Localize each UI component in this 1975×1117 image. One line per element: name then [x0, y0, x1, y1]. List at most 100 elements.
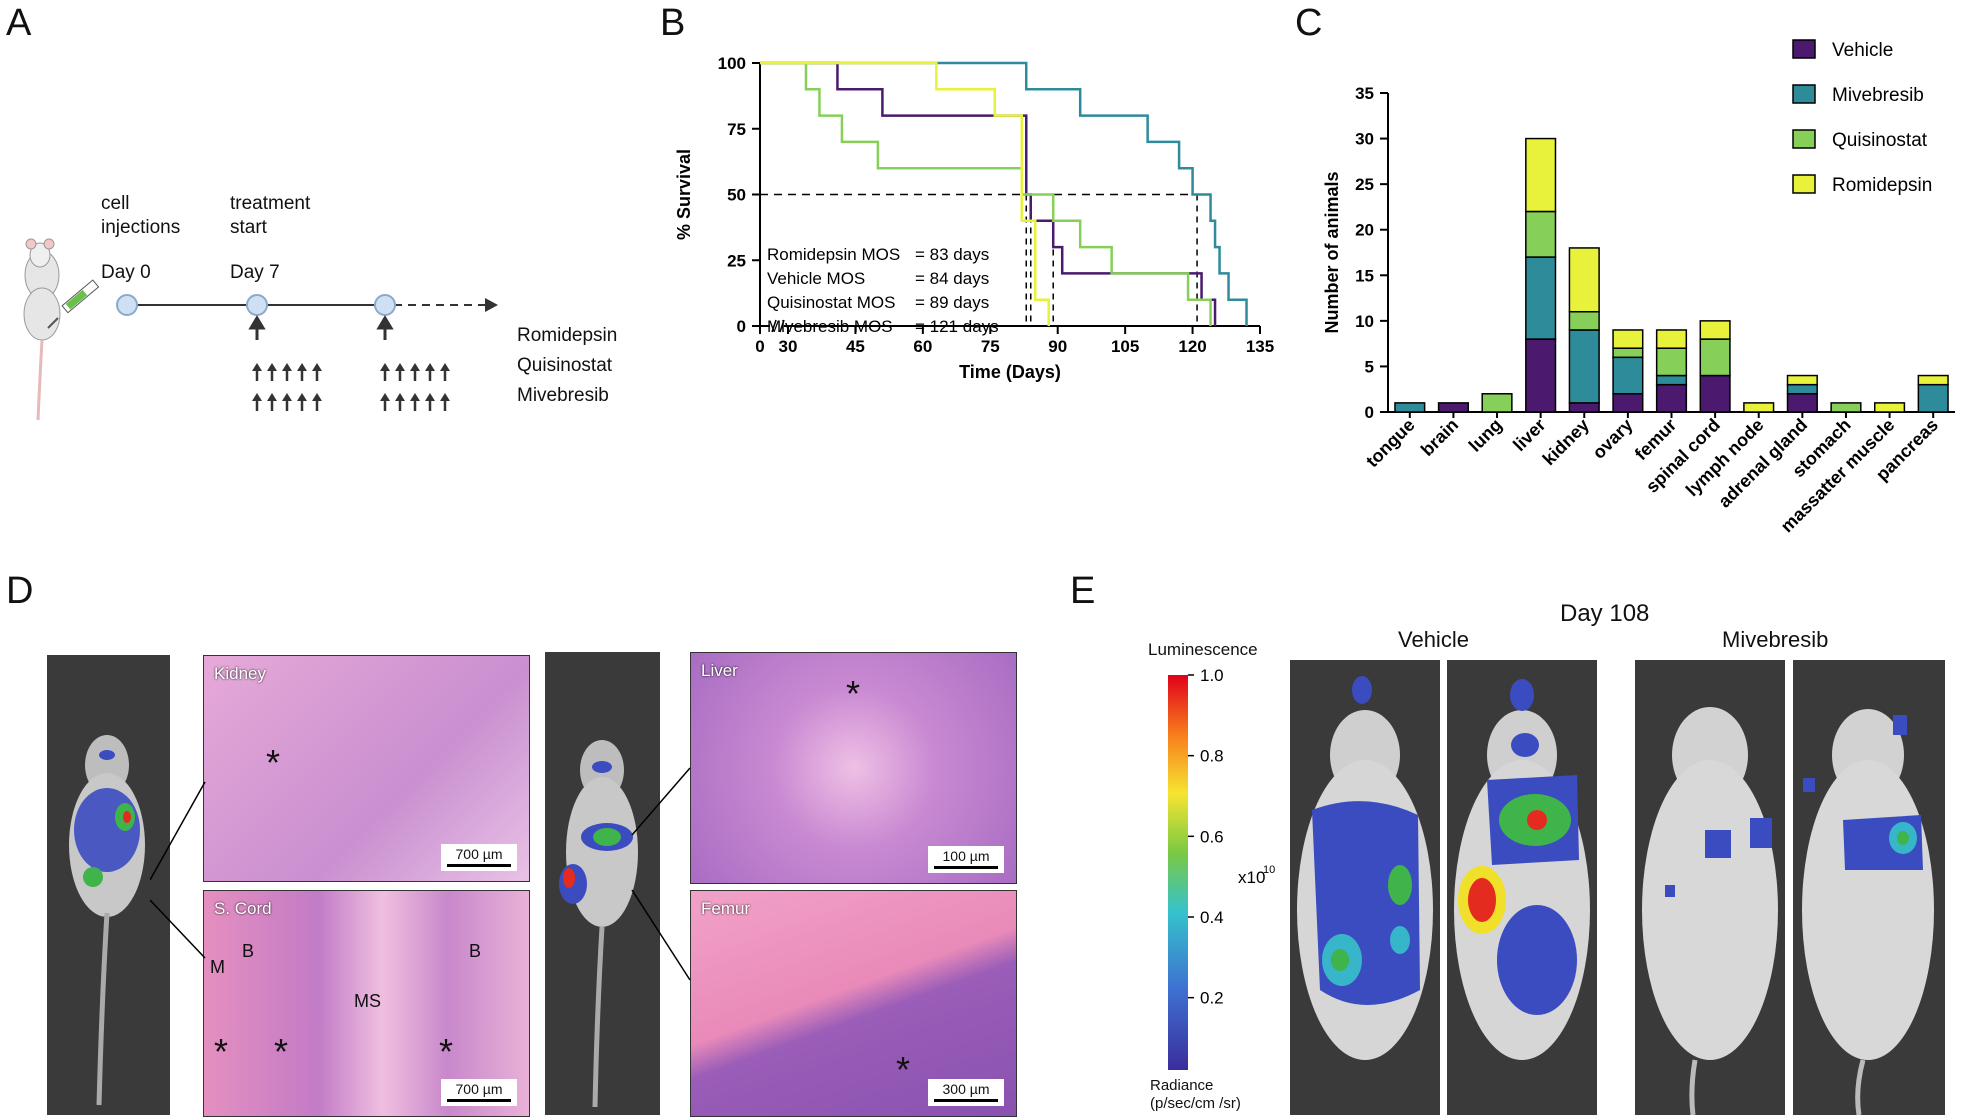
dose-arrowhead — [380, 393, 390, 401]
mos-value-label: = 84 days — [915, 269, 989, 288]
axis-break — [779, 319, 785, 333]
dose-arrowhead — [282, 393, 292, 401]
mivebresib-mouse-1 — [1635, 660, 1785, 1115]
dose-arrowhead — [440, 393, 450, 401]
vehicle-group-label: Vehicle — [1398, 627, 1469, 652]
day0-marker — [116, 294, 138, 316]
y-tick-label: 15 — [1355, 266, 1374, 285]
x-tick-label: 45 — [846, 337, 865, 356]
y-tick-label: 50 — [727, 186, 746, 205]
bar-romidepsin — [1525, 137, 1557, 213]
bar-quisinostat — [1612, 347, 1644, 359]
scord-scale: 700 µm — [441, 1079, 517, 1106]
survival-line-mivebresib — [760, 61, 1248, 326]
legend-label-vehicle: Vehicle — [1832, 40, 1893, 61]
drug-romidepsin: Romidepsin — [517, 325, 618, 346]
bar-quisinostat — [1699, 338, 1731, 377]
mos-drug-label: Quisinostat MOS — [767, 293, 896, 312]
y-tick-label: 0 — [737, 317, 746, 336]
day7-label: Day 7 — [230, 262, 280, 283]
syringe-icon — [47, 279, 100, 329]
bar-mivebresib — [1786, 383, 1818, 395]
dose-arrowhead — [267, 363, 277, 371]
legend-label-quisinostat: Quisinostat — [1832, 130, 1928, 151]
dose-arrowhead — [297, 393, 307, 401]
cell-injections-label: cell injections — [101, 193, 181, 238]
dose-arrowhead — [312, 393, 322, 401]
dose-arrowhead — [425, 393, 435, 401]
dose-arrowhead — [297, 363, 307, 371]
legend-swatch-romidepsin — [1792, 174, 1816, 194]
bar-mivebresib — [1917, 383, 1949, 413]
scord-asterisk-2: * — [274, 1031, 289, 1072]
dose-arrowhead — [252, 363, 262, 371]
x-tick-label: 90 — [1048, 337, 1067, 356]
dose-arrowhead — [282, 363, 292, 371]
bar-romidepsin — [1917, 374, 1949, 386]
colorbar-exponent-power: 10 — [1263, 864, 1275, 876]
bar-romidepsin — [1699, 320, 1731, 340]
y-axis-title: Number of animals — [1322, 171, 1342, 333]
x-tick-label: 0 — [755, 337, 764, 356]
bar-romidepsin — [1743, 402, 1775, 413]
mos-value-label: = 89 days — [915, 293, 989, 312]
colorbar-tick-label: 0.8 — [1200, 747, 1224, 766]
bar-vehicle — [1568, 402, 1600, 413]
bar-quisinostat — [1655, 347, 1688, 377]
colorbar-gradient — [1168, 675, 1188, 1070]
panel-label-c: C — [1295, 2, 1323, 44]
panel-label-d: D — [6, 570, 34, 612]
treatment-timeline: cell injections treatment start Day 0 Da… — [0, 180, 640, 440]
panel-label-a: A — [6, 2, 32, 44]
kidney-asterisk: * — [266, 742, 281, 783]
bar-mivebresib — [1655, 374, 1688, 386]
bar-vehicle — [1786, 393, 1818, 413]
bar-quisinostat — [1830, 402, 1862, 413]
scord-m-label: M — [210, 957, 225, 977]
dose-arrows — [248, 315, 394, 340]
mouse-image-right — [545, 652, 660, 1115]
legend-swatch-vehicle — [1792, 39, 1816, 59]
panel-label-e: E — [1070, 570, 1096, 612]
colorbar-tick-label: 0.2 — [1200, 989, 1224, 1008]
x-tick-label: 75 — [981, 337, 1000, 356]
right-callout-lines — [631, 767, 691, 981]
y-tick-label: 25 — [1355, 175, 1374, 194]
colorbar-tick-label: 0.4 — [1200, 908, 1224, 927]
mivebresib-mouse-2 — [1793, 660, 1945, 1115]
femur-label: Femur — [701, 899, 751, 918]
bar-romidepsin — [1786, 374, 1818, 386]
axis-break — [771, 319, 777, 333]
legend-label-mivebresib: Mivebresib — [1832, 85, 1924, 106]
x-tick-label: tongue — [1362, 415, 1419, 472]
x-tick-label: 30 — [779, 337, 798, 356]
bar-mivebresib — [1525, 256, 1557, 340]
week2-marker — [374, 294, 396, 316]
bar-quisinostat — [1481, 393, 1513, 413]
scord-label: S. Cord — [214, 899, 272, 918]
dose-arrowhead — [252, 393, 262, 401]
bar-vehicle — [1699, 374, 1731, 413]
y-tick-label: 20 — [1355, 221, 1374, 240]
survival-line-romidepsin — [760, 61, 1050, 326]
bar-romidepsin — [1568, 247, 1600, 313]
vehicle-mouse-1 — [1290, 660, 1440, 1115]
liver-label: Liver — [701, 661, 738, 680]
organ-bar-chart: 0 5 10 15 20 25 30 35 Number of animals tonguebra… — [1322, 39, 1955, 536]
bar-vehicle — [1655, 383, 1688, 413]
drug-quisinostat: Quisinostat — [517, 355, 613, 376]
colorbar-exponent: x10 — [1238, 868, 1265, 887]
x-tick-label: 120 — [1178, 337, 1206, 356]
spinal-cord-histology: S. Cord M B MS B * * * 700 µm — [203, 890, 530, 1117]
mos-drug-label: Vehicle MOS — [767, 269, 865, 288]
x-tick-label: brain — [1417, 415, 1462, 460]
x-tick-label: 105 — [1111, 337, 1139, 356]
scord-ms-label: MS — [354, 991, 381, 1011]
mouse-icon — [23, 238, 61, 421]
day-108-title: Day 108 — [1560, 600, 1650, 627]
kidney-label: Kidney — [214, 664, 266, 683]
y-tick-label: 100 — [718, 54, 746, 73]
bar-quisinostat — [1568, 310, 1600, 331]
y-tick-label: 30 — [1355, 130, 1374, 149]
femur-histology: Femur * 300 µm — [690, 890, 1017, 1117]
